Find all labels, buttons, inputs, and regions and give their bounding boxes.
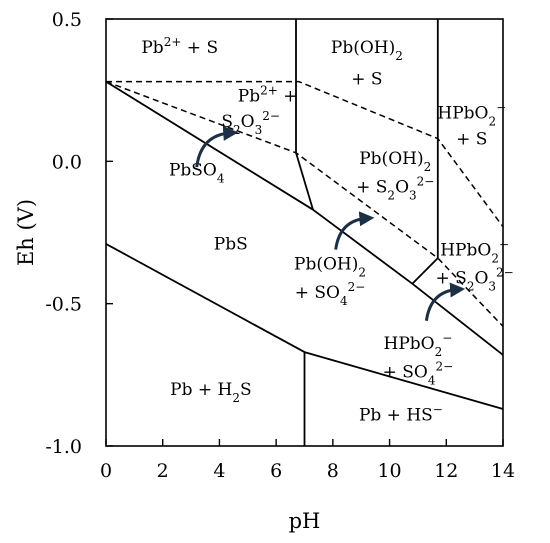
boundary-diagonal-pb2-pboh2 [295, 152, 314, 210]
region-label-pboh2-so4-line1: Pb(OH)2 [294, 255, 366, 280]
reaction-arrows [195, 125, 466, 321]
region-label-pboh2-so4-line2: + SO42− [295, 280, 366, 308]
region-label-pboh2-s-line1: Pb(OH)2 [331, 38, 403, 63]
region-label-pb2-s2o3-line1: Pb2+ + [238, 84, 298, 107]
y-tick-label: -0.5 [45, 294, 82, 316]
region-label-hpbo2-s-line2: + S [456, 129, 487, 149]
region-label-hpbo2-s2o3-line2: + S2O32− [436, 266, 514, 294]
y-tick-label: 0.5 [52, 9, 82, 31]
region-label-hpbo2-so4-line1: HPbO2− [384, 331, 453, 359]
region-label-pb2-s: Pb2+ + S [141, 35, 218, 58]
arrow-pboh2-so4-icon [334, 211, 375, 250]
arrow-hpbo2-so4-icon [424, 282, 466, 321]
region-label-pb-hs: Pb + HS− [359, 402, 443, 425]
region-label-pboh2-s2o3-line1: Pb(OH)2 [359, 149, 431, 174]
x-tick-label: 0 [100, 460, 112, 482]
boundary-lines [105, 19, 504, 446]
x-tick-label: 4 [213, 460, 225, 482]
arrow-pbso4-icon [195, 125, 239, 168]
region-label-pboh2-s-line2: + S [351, 69, 382, 89]
region-label-pbso4: PbSO4 [169, 161, 225, 186]
x-tick-label: 6 [270, 460, 282, 482]
region-label-hpbo2-so4-line2: + SO42− [383, 360, 454, 388]
x-tick-label: 12 [434, 460, 458, 482]
region-label-pbs: PbS [214, 235, 248, 255]
region-label-pb-h2s: Pb + H2S [170, 380, 252, 405]
boundary-upper-sulfide-boundary [105, 80, 504, 356]
y-axis-title: Eh (V) [14, 199, 38, 266]
region-label-pboh2-s2o3-line2: + S2O32− [356, 175, 434, 203]
x-axis-title: pH [289, 509, 321, 533]
boundary-diagonal-pboh2-hpbo2 [411, 257, 439, 285]
region-label-hpbo2-s-line1: HPbO2− [437, 101, 506, 129]
boundary-dashed-thiosulfate-bottom [105, 80, 504, 327]
x-tick-label: 8 [327, 460, 339, 482]
x-tick-label: 10 [377, 460, 401, 482]
x-tick-label: 2 [157, 460, 169, 482]
y-tick-label: -1.0 [45, 436, 82, 458]
y-axis: 0.5 0.0 -0.5 -1.0 [45, 9, 113, 458]
region-label-hpbo2-s2o3-line1: HPbO2− [440, 237, 509, 265]
y-tick-label: 0.0 [52, 151, 82, 173]
x-axis: 0 2 4 6 8 10 12 14 [100, 439, 515, 482]
x-tick-label: 14 [491, 460, 515, 482]
